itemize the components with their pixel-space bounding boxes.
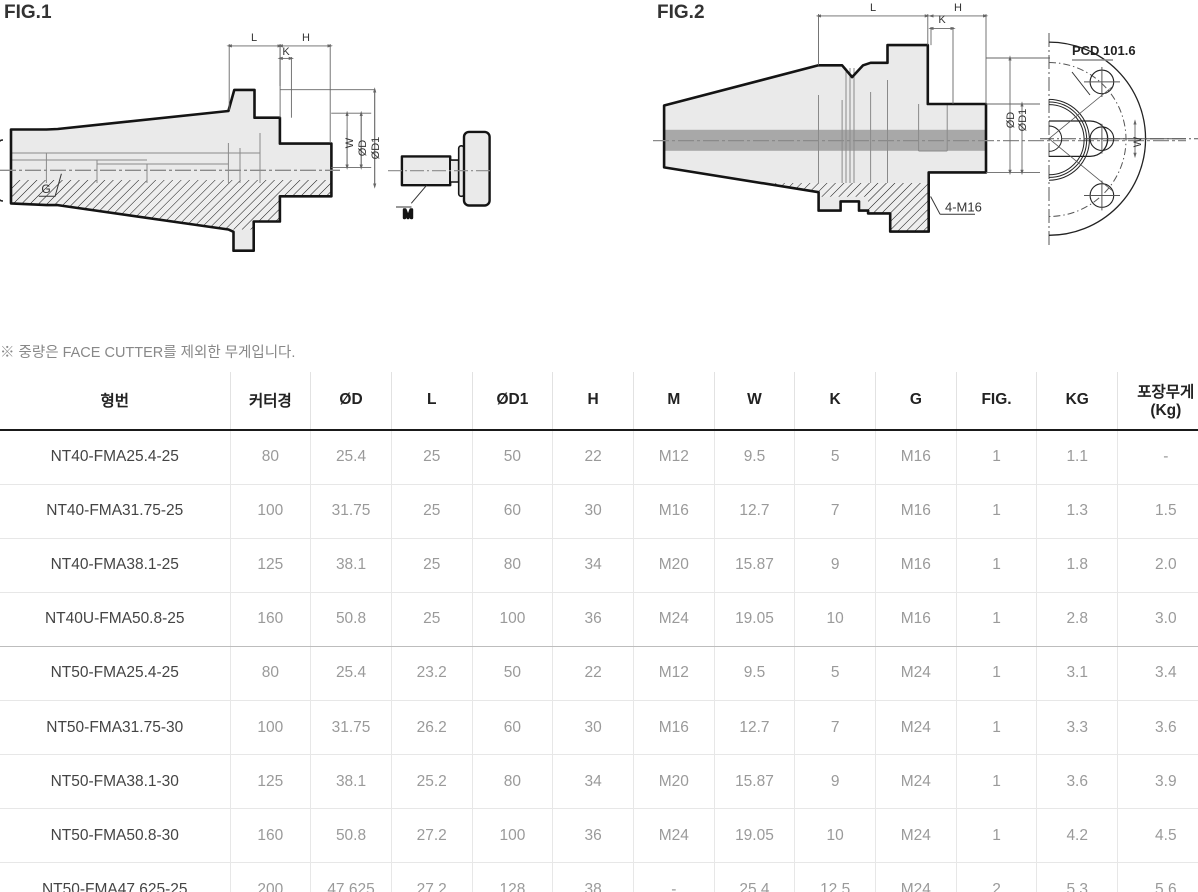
svg-text:K: K xyxy=(938,14,946,26)
svg-text:K: K xyxy=(282,46,290,58)
svg-text:PCD 101.6: PCD 101.6 xyxy=(1072,43,1136,58)
svg-text:L: L xyxy=(870,2,876,14)
svg-text:4-M16: 4-M16 xyxy=(945,200,982,215)
svg-text:ØD: ØD xyxy=(357,140,369,157)
svg-text:W: W xyxy=(344,137,356,148)
svg-text:M: M xyxy=(403,207,413,221)
svg-text:ØD1: ØD1 xyxy=(370,137,382,160)
svg-text:L: L xyxy=(251,32,257,44)
svg-text:ØD1: ØD1 xyxy=(1017,109,1029,132)
svg-text:H: H xyxy=(302,32,310,44)
svg-text:ØD: ØD xyxy=(1005,112,1017,129)
svg-text:H: H xyxy=(954,2,962,14)
svg-text:W: W xyxy=(1132,136,1144,147)
svg-text:G: G xyxy=(41,182,50,196)
